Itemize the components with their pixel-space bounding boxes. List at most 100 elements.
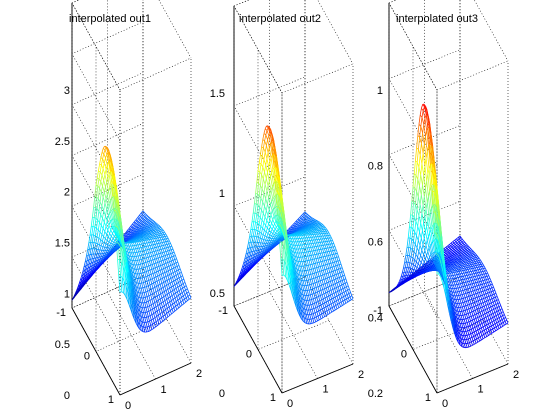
surface-segment [182, 286, 185, 289]
surface-segment [137, 215, 140, 218]
surface-segment [160, 306, 163, 309]
surface-segment [75, 291, 79, 294]
surface-segment [316, 242, 319, 247]
surface-segment [79, 283, 82, 286]
surface-segment [146, 331, 149, 333]
surface-segment [111, 171, 114, 184]
surface-segment [173, 267, 176, 272]
surface-segment [96, 185, 99, 198]
surface-segment [172, 252, 174, 257]
surface-segment [164, 244, 167, 248]
surface-segment [101, 246, 104, 251]
surface-segment [134, 269, 137, 274]
surface-segment [311, 250, 314, 256]
surface-segment [156, 257, 159, 259]
surface-segment [158, 252, 161, 255]
surface-segment [162, 291, 165, 293]
surface-segment [103, 259, 106, 262]
surface-segment [149, 273, 152, 276]
surface-segment [144, 302, 147, 308]
surface-segment [187, 288, 189, 293]
surface-segment [139, 247, 142, 249]
surface-segment [132, 314, 135, 320]
surface-segment [336, 269, 339, 274]
surface-segment [98, 201, 101, 212]
surface-segment [149, 298, 153, 301]
surface-segment [161, 301, 164, 304]
surface-segment [130, 266, 134, 269]
surface-segment [132, 228, 135, 231]
surface-segment [97, 198, 101, 203]
surface-segment [298, 245, 301, 250]
surface-segment [143, 281, 146, 283]
surface-segment [142, 321, 145, 328]
surface-segment [95, 242, 98, 245]
surface-segment [256, 230, 259, 237]
surface-segment [142, 321, 145, 323]
surface-segment [145, 296, 148, 298]
surface-segment [169, 256, 172, 258]
surface-segment [144, 281, 147, 287]
surface-segment [312, 243, 315, 247]
surface-segment [157, 231, 160, 233]
surface-segment [148, 315, 151, 317]
surface-segment [147, 257, 150, 262]
surface-segment [105, 208, 108, 216]
surface-segment [105, 234, 107, 239]
surface-segment [264, 125, 267, 129]
surface-segment [170, 273, 173, 278]
surface-segment [131, 274, 134, 277]
surface-segment [179, 273, 182, 277]
surface-segment [302, 244, 304, 249]
surface-segment [341, 280, 344, 285]
surface-segment [145, 312, 147, 318]
surface-segment [123, 235, 127, 239]
surface-segment [110, 161, 114, 167]
surface-segment [158, 313, 161, 316]
surface-segment [155, 240, 158, 244]
surface-segment [93, 242, 97, 244]
surface-segment [153, 255, 156, 260]
surface-segment [160, 264, 163, 266]
surface-segment [132, 256, 135, 261]
surface-segment [314, 297, 317, 303]
surface-segment [106, 220, 110, 226]
surface-segment [112, 226, 116, 232]
surface-segment [176, 283, 179, 288]
surface-segment [322, 261, 325, 266]
surface-segment [138, 251, 141, 256]
surface-segment [161, 297, 164, 303]
surface-segment [168, 254, 171, 258]
surface-segment [136, 303, 140, 307]
surface-segment [87, 266, 91, 269]
surface-segment [114, 196, 118, 211]
surface-segment [315, 287, 318, 293]
surface-segment [169, 286, 172, 289]
surface-segment [317, 236, 320, 240]
surface-segment [155, 262, 158, 264]
surface-segment [306, 275, 309, 281]
surface-segment [95, 264, 98, 267]
surface-segment [329, 286, 332, 291]
surface-segment [259, 226, 262, 233]
surface-segment [134, 223, 137, 227]
surface-segment [294, 238, 297, 243]
surface-segment [314, 267, 317, 273]
surface-segment [103, 238, 106, 243]
surface-segment [162, 259, 165, 261]
surface-segment [109, 233, 112, 237]
surface-segment [102, 185, 105, 193]
surface-segment [252, 221, 255, 230]
surface-segment [324, 283, 327, 289]
surface-segment [142, 229, 145, 232]
surface-segment [141, 254, 144, 256]
surface-segment [99, 157, 102, 165]
surface-segment [168, 279, 171, 284]
surface-segment [170, 264, 173, 266]
surface-segment [315, 246, 318, 251]
surface-segment [179, 293, 182, 298]
surface-segment [321, 241, 324, 246]
surface-segment [118, 220, 122, 230]
surface-segment [141, 254, 144, 260]
surface-segment [165, 316, 169, 319]
